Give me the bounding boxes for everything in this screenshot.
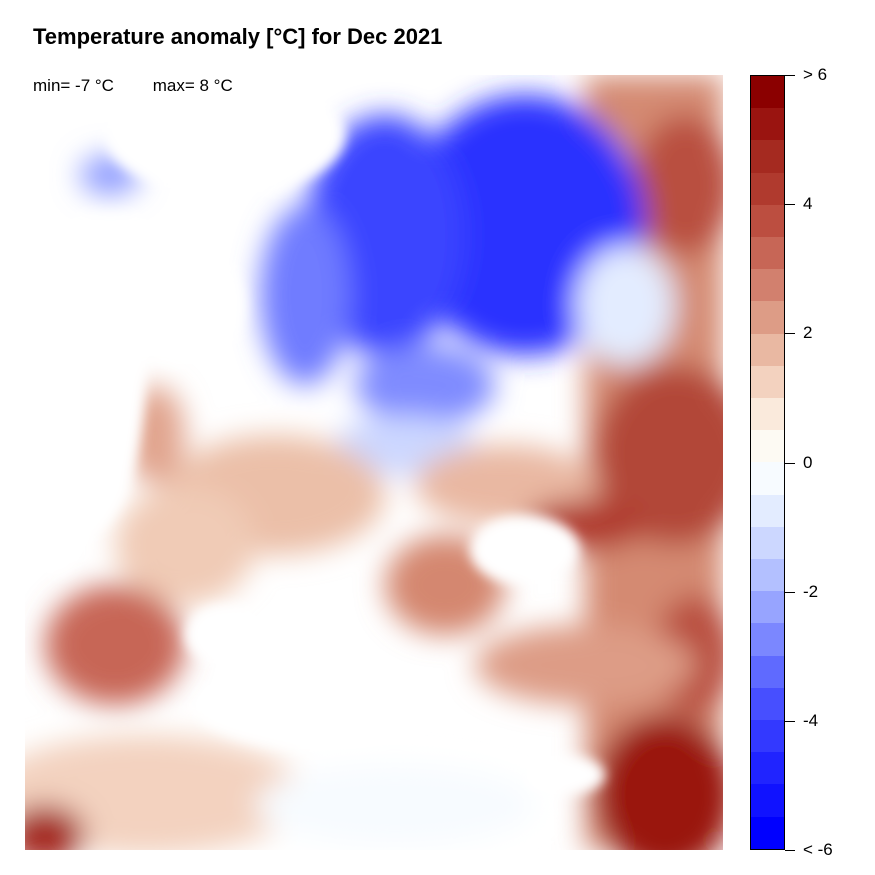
map-title: Temperature anomaly [°C] for Dec 2021 — [33, 24, 443, 49]
anomaly-map — [25, 75, 723, 850]
min-max-stats: min= -7 °C max= 8 °C — [33, 76, 267, 96]
colorbar-bin — [751, 623, 784, 656]
colorbar-bin — [751, 494, 784, 527]
colorbar-tick-label: 2 — [803, 323, 813, 343]
min-label: min= -7 °C — [33, 76, 114, 95]
colorbar-tick — [785, 591, 795, 593]
max-label: max= 8 °C — [152, 76, 233, 95]
colorbar-bin — [751, 398, 784, 431]
colorbar-bin — [751, 816, 784, 849]
colorbar-bin — [751, 172, 784, 205]
colorbar-bin — [751, 752, 784, 785]
colorbar-bin — [751, 269, 784, 302]
colorbar-bin — [751, 237, 784, 270]
colorbar-bin — [751, 591, 784, 624]
colorbar-tick — [785, 462, 795, 464]
colorbar-bin — [751, 655, 784, 688]
colorbar-bin — [751, 108, 784, 141]
colorbar-bin — [751, 333, 784, 366]
colorbar-bin — [751, 140, 784, 173]
anomaly-field — [25, 75, 723, 850]
colorbar-bin — [751, 559, 784, 592]
colorbar-bin — [751, 462, 784, 495]
colorbar-tick — [785, 75, 795, 76]
colorbar-bin — [751, 204, 784, 238]
colorbar-bin — [751, 76, 784, 109]
colorbar-tick — [785, 333, 795, 335]
colorbar-tick — [785, 204, 795, 206]
colorbar-tick-label: -2 — [803, 581, 819, 601]
colorbar-tick-label: 0 — [803, 452, 813, 472]
colorbar-tick-label: 4 — [803, 194, 813, 214]
seas — [25, 75, 605, 795]
colorbar-tick-label: > 6 — [803, 65, 828, 84]
colorbar-bin — [751, 301, 784, 334]
colorbar-bin — [751, 687, 784, 721]
colorbar-tick — [785, 720, 795, 722]
colorbar-tick-label: -4 — [803, 710, 819, 730]
colorbar-tick — [785, 850, 795, 851]
colorbar — [750, 75, 785, 850]
colorbar-bin — [751, 720, 784, 753]
colorbar-bin — [751, 784, 784, 817]
colorbar-bin — [751, 430, 784, 463]
colorbar-bin — [751, 365, 784, 399]
colorbar-tick-label: < -6 — [803, 840, 833, 859]
colorbar-bin — [751, 526, 784, 560]
